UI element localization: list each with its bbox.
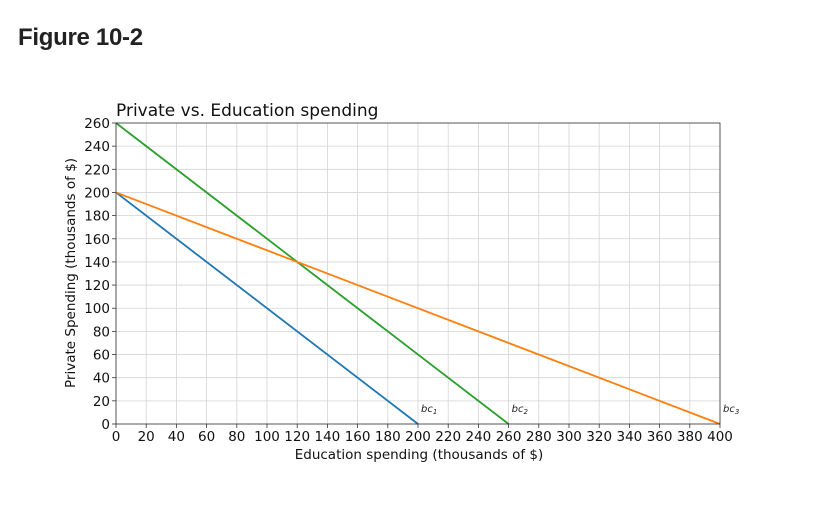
x-tick-label: 300	[556, 429, 582, 445]
y-tick-label: 100	[84, 301, 110, 317]
series-line-bc1	[115, 191, 419, 425]
y-tick-label: 240	[84, 139, 110, 155]
x-tick-label: 240	[466, 429, 492, 445]
y-tick-label: 140	[84, 255, 110, 271]
figure-heading: Figure 10-2	[18, 24, 143, 51]
series-line-bc2	[115, 122, 510, 425]
y-tick-label: 260	[84, 116, 110, 132]
y-tick-label: 120	[84, 278, 110, 294]
x-tick-label: 200	[405, 429, 431, 445]
series-label-bc3: bc3	[723, 404, 739, 416]
x-tick-label: 280	[526, 429, 552, 445]
y-tick-label: 220	[84, 162, 110, 178]
x-tick-label: 100	[254, 429, 280, 445]
x-tick-label: 120	[284, 429, 310, 445]
grid	[115, 122, 721, 425]
x-axis-ticks: 0 20 40 60 80 100 120 140 160 180 200 220 240 260 280 3…	[112, 424, 733, 445]
x-tick-label: 20	[138, 429, 155, 445]
x-tick-label: 220	[435, 429, 461, 445]
x-tick-label: 320	[586, 429, 612, 445]
x-tick-label: 140	[315, 429, 341, 445]
series-line-bc3	[115, 191, 721, 425]
x-tick-label: 60	[198, 429, 215, 445]
x-tick-label: 360	[647, 429, 673, 445]
y-tick-label: 160	[84, 232, 110, 248]
series-group	[115, 122, 721, 425]
y-tick-label: 0	[101, 417, 110, 433]
x-tick-label: 180	[375, 429, 401, 445]
x-tick-label: 400	[707, 429, 733, 445]
y-tick-label: 80	[93, 324, 110, 340]
chart-title: Private vs. Education spending	[116, 101, 378, 121]
x-tick-label: 380	[677, 429, 703, 445]
y-tick-label: 20	[93, 394, 110, 410]
x-tick-label: 340	[617, 429, 643, 445]
series-end-labels: bc1 bc2 bc3	[421, 404, 739, 416]
y-axis-ticks: 0 20 40 60 80 100 120 140 160 180 200 220 240 260	[84, 116, 116, 433]
y-tick-label: 40	[93, 371, 110, 387]
x-tick-label: 260	[496, 429, 522, 445]
x-tick-label: 40	[168, 429, 185, 445]
y-tick-label: 180	[84, 209, 110, 225]
y-axis-label: Private Spending (thousands of $)	[63, 158, 79, 388]
x-tick-label: 80	[228, 429, 245, 445]
y-tick-label: 60	[93, 348, 110, 364]
series-label-bc1: bc1	[421, 404, 437, 416]
x-tick-label: 160	[345, 429, 371, 445]
x-axis-label: Education spending (thousands of $)	[295, 447, 544, 463]
y-tick-label: 200	[84, 185, 110, 201]
x-tick-label: 0	[112, 429, 121, 445]
series-label-bc2: bc2	[512, 404, 529, 416]
